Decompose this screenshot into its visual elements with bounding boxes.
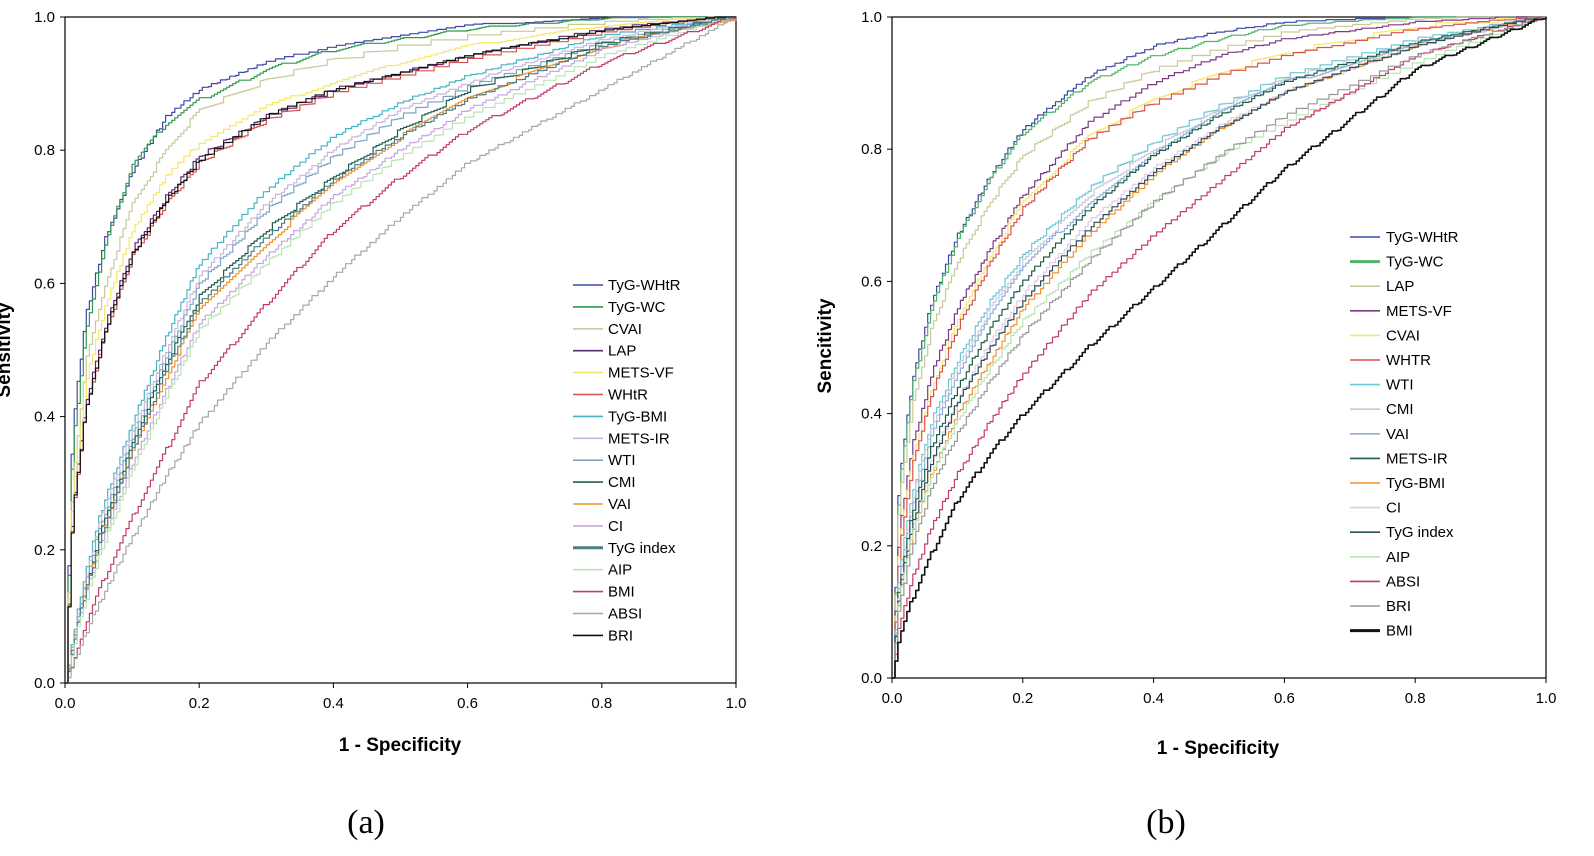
- panel-a-y-tick-label: 0.4: [34, 409, 55, 426]
- panel-a-legend-label: WTI: [608, 452, 636, 469]
- panel-a-x-tick-label: 0.8: [591, 695, 612, 712]
- panel-a-legend-label: CVAI: [608, 321, 642, 338]
- panel-b-legend: TyG-WHtR TyG-WC LAP METS-VF CVAI WHTR WTI CMI VA…: [1350, 229, 1459, 640]
- panel-b-roc-curve-bri: [892, 16, 1546, 679]
- panel-a-roc-curve-tyg-index: [65, 16, 737, 684]
- panel-a-y-tick-label: 0.2: [34, 542, 55, 559]
- panel-b-roc-curve-tyg-index: [892, 16, 1547, 679]
- panel-a-legend-label: METS-IR: [608, 430, 670, 447]
- panel-b-roc-curve-aip: [892, 17, 1547, 679]
- panel-b-y-tick-label: 0.4: [861, 406, 882, 423]
- panel-a-curves: [65, 16, 737, 684]
- panel-a-roc-curve-lap: [65, 16, 736, 684]
- panel-a-legend-label: ABSI: [608, 606, 642, 623]
- panel-a-legend-label: WHtR: [608, 387, 648, 404]
- panel-b-y-tick-label: 0.6: [861, 273, 882, 290]
- panel-a-legend-label: TyG index: [608, 540, 676, 557]
- panel-b-roc-curve-whtr: [892, 16, 1546, 679]
- panel-b: 0.0 0.2 0.4 0.6 0.8 1.0 0.0 0.2 0.4 0.6 0.8 1.0 1 -…: [815, 9, 1556, 841]
- panel-a-x-axis-title: 1 - Specificity: [339, 735, 462, 756]
- panel-b-roc-curve-mets-vf: [892, 16, 1546, 679]
- panel-a-y-tick-label: 0.6: [34, 275, 55, 292]
- panel-b-y-axis-title: Sencitivity: [815, 298, 836, 393]
- panel-b-y-tick-label: 0.8: [861, 141, 882, 158]
- panel-b-roc-curve-vai: [892, 17, 1547, 679]
- panel-a-legend-label: METS-VF: [608, 365, 674, 382]
- panel-b-x-tick-label: 0.2: [1012, 690, 1033, 707]
- panel-a-y-axis-title: Sensitivity: [0, 302, 15, 397]
- panel-b-roc-curve-lap: [892, 16, 1546, 679]
- panel-a-roc-curve-bri: [65, 16, 736, 684]
- panel-a-x-tick-label: 0.2: [189, 695, 210, 712]
- panel-b-y-tick-label: 1.0: [861, 9, 882, 26]
- panel-b-legend-label: TyG index: [1386, 524, 1454, 541]
- panel-a-roc-curve-aip: [65, 16, 737, 684]
- panel-a-x-tick-label: 0.0: [55, 695, 76, 712]
- panel-b-legend-label: BMI: [1386, 623, 1413, 640]
- panel-b-legend-label: ABSI: [1386, 573, 1420, 590]
- panel-a-legend-label: TyG-WC: [608, 299, 666, 316]
- panel-b-y-tick-label: 0.0: [861, 670, 882, 687]
- panel-a-y-tick-label: 1.0: [34, 9, 55, 26]
- panel-b-x-axis-title: 1 - Specificity: [1157, 738, 1280, 759]
- panel-a-legend: TyG-WHtR TyG-WC CVAI LAP METS-VF WHtR TyG-BMI M…: [573, 277, 681, 644]
- panel-a-x-tick-label: 0.4: [323, 695, 344, 712]
- panel-a-legend-label: VAI: [608, 496, 631, 513]
- panel-b-legend-label: TyG-WC: [1386, 254, 1444, 271]
- panel-a-roc-curve-mets-ir: [65, 16, 737, 684]
- panel-b-caption: (b): [1146, 804, 1186, 841]
- panel-b-legend-label: METS-IR: [1386, 450, 1448, 467]
- panel-b-legend-label: METS-VF: [1386, 303, 1452, 320]
- panel-a-legend-label: AIP: [608, 562, 632, 579]
- panel-b-roc-curve-cvai: [892, 17, 1547, 679]
- panel-a-legend-label: BRI: [608, 627, 633, 644]
- panel-a-legend-label: TyG-WHtR: [608, 277, 681, 294]
- panel-a-x-tick-label: 0.6: [457, 695, 478, 712]
- panel-a-roc-curve-tyg-bmi: [65, 16, 736, 684]
- panel-b-y-tick-label: 0.2: [861, 538, 882, 555]
- panel-b-x-tick-label: 0.4: [1143, 690, 1164, 707]
- panel-b-roc-curve-cmi: [892, 17, 1547, 679]
- panel-a-y-tick-label: 0.0: [34, 675, 55, 692]
- panel-b-ticks: 0.0 0.2 0.4 0.6 0.8 1.0 0.0 0.2 0.4 0.6 0.8 1.0: [861, 9, 1556, 707]
- panel-b-legend-label: TyG-BMI: [1386, 475, 1445, 492]
- panel-a-legend-label: BMI: [608, 584, 635, 601]
- panel-a-ticks: 0.0 0.2 0.4 0.6 0.8 1.0 0.0 0.2 0.4 0.6 0.8 1.0: [34, 9, 746, 712]
- panel-b-roc-curve-tyg-whtr: [892, 16, 1546, 679]
- panel-b-legend-label: AIP: [1386, 549, 1410, 566]
- panel-a-legend-label: CI: [608, 518, 623, 535]
- panel-a-roc-curve-cvai: [65, 16, 736, 684]
- panel-b-roc-curve-tyg-wc: [892, 16, 1546, 679]
- panel-a-legend-label: LAP: [608, 343, 636, 360]
- panel-b-legend-label: CVAI: [1386, 327, 1420, 344]
- panel-b-legend-label: CI: [1386, 500, 1401, 517]
- panel-a-roc-curve-absi: [65, 17, 737, 684]
- panel-b-x-tick-label: 0.8: [1405, 690, 1426, 707]
- panel-a: 0.0 0.2 0.4 0.6 0.8 1.0 0.0 0.2 0.4 0.6 0.8 1.0 1 -…: [0, 9, 746, 841]
- panel-b-curves: [892, 16, 1547, 679]
- panel-a-legend-label: CMI: [608, 474, 636, 491]
- panel-b-x-tick-label: 0.0: [882, 690, 903, 707]
- panel-a-y-tick-label: 0.8: [34, 142, 55, 159]
- panel-b-legend-label: TyG-WHtR: [1386, 229, 1459, 246]
- panel-a-roc-curve-bmi: [65, 17, 737, 684]
- panel-a-roc-curve-tyg-wc: [65, 16, 736, 684]
- panel-b-legend-label: BRI: [1386, 598, 1411, 615]
- panel-b-legend-label: VAI: [1386, 426, 1409, 443]
- panel-a-x-tick-label: 1.0: [726, 695, 747, 712]
- panel-b-legend-label: WHTR: [1386, 352, 1431, 369]
- panel-a-legend-label: TyG-BMI: [608, 408, 667, 425]
- panel-b-legend-label: LAP: [1386, 278, 1414, 295]
- panel-b-legend-label: WTI: [1386, 377, 1414, 394]
- panel-b-roc-curve-mets-ir: [892, 16, 1547, 679]
- panel-b-x-tick-label: 1.0: [1536, 690, 1557, 707]
- panel-a-caption: (a): [347, 804, 385, 841]
- panel-b-x-tick-label: 0.6: [1274, 690, 1295, 707]
- panel-a-roc-curve-mets-vf: [65, 16, 736, 684]
- panel-b-legend-label: CMI: [1386, 401, 1414, 418]
- panel-b-roc-curve-wti: [892, 16, 1547, 679]
- panel-b-roc-curve-bmi: [892, 17, 1547, 679]
